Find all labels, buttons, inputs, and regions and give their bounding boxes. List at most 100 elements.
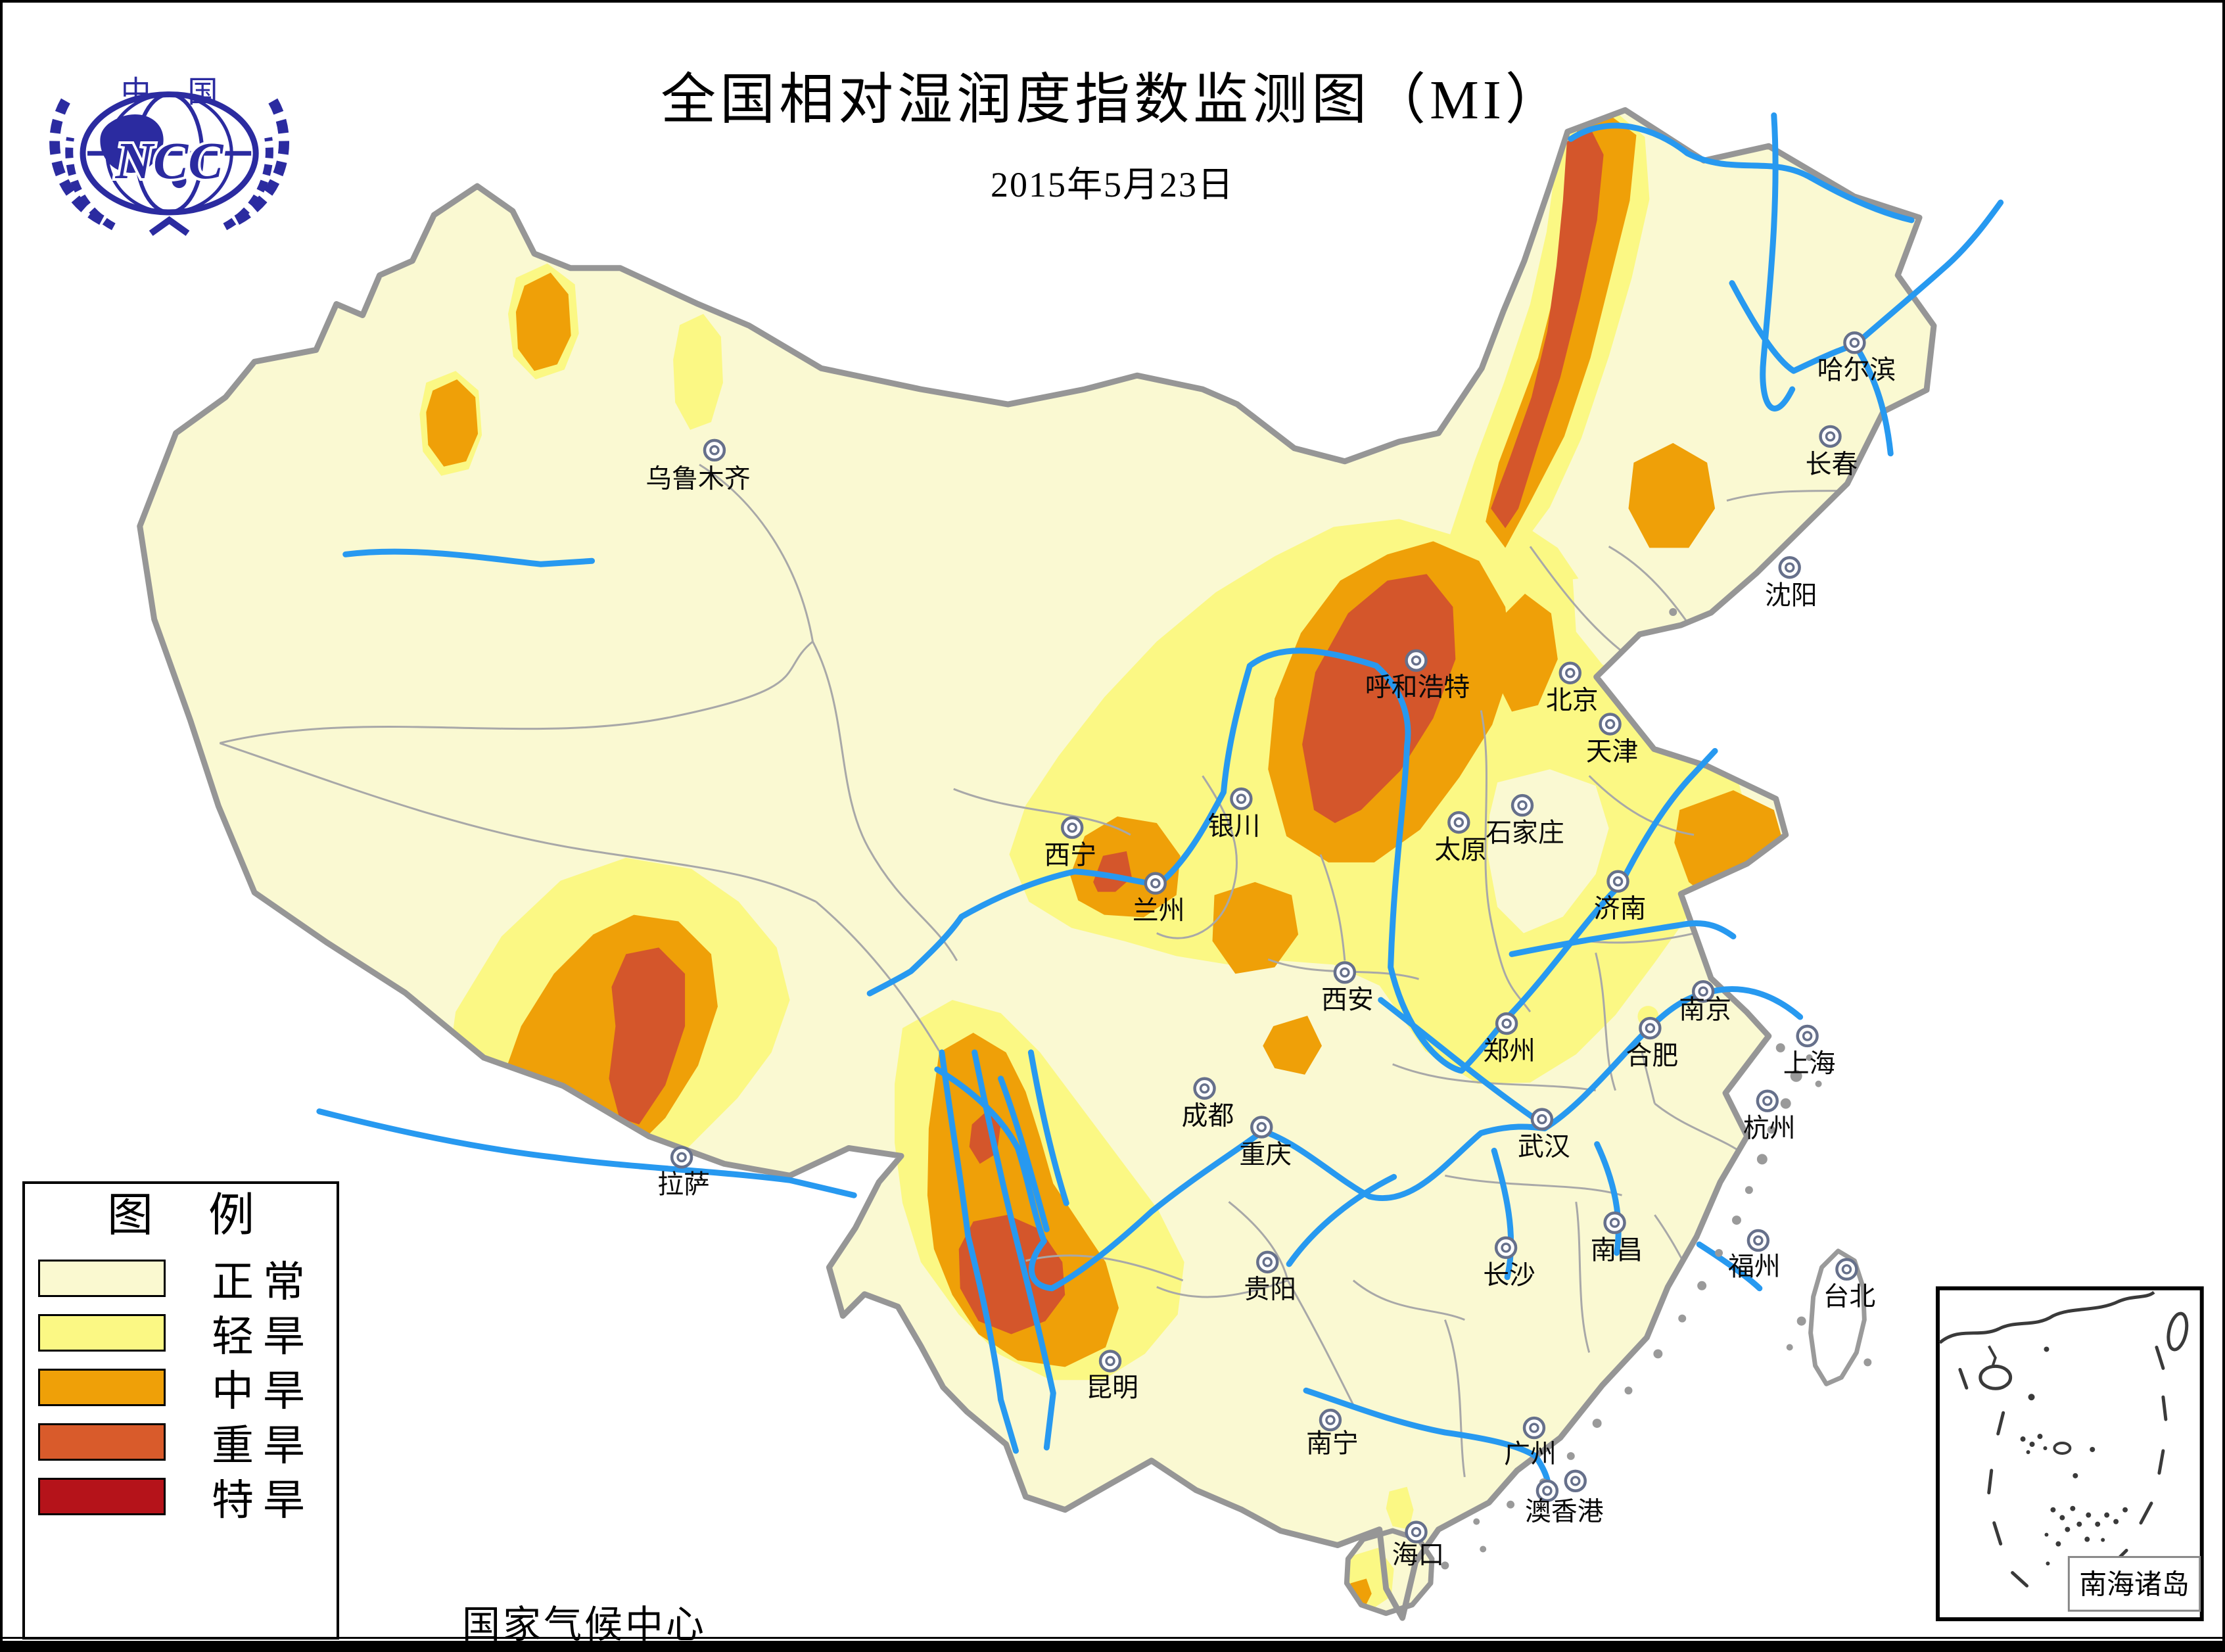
ncc-logo: 中 国 NCC — [49, 76, 290, 236]
city-长沙: 长沙 — [1483, 1236, 1535, 1290]
city-marker-ring — [1537, 1114, 1547, 1125]
legend-label-moderate-drought: 中旱 — [212, 1367, 314, 1415]
city-label-兰州: 兰州 — [1133, 896, 1185, 926]
inset-islands — [2020, 1346, 2128, 1566]
map-date: 2015年5月23日 — [991, 165, 1234, 204]
legend-swatch-moderate-drought — [38, 1369, 166, 1406]
city-label-南昌: 南昌 — [1591, 1235, 1643, 1265]
south-china-sea-inset: 南海诸岛 — [1935, 1286, 2204, 1622]
city-marker-ring — [1565, 668, 1576, 678]
city-marker-ring — [1256, 1121, 1267, 1133]
city-label-重庆: 重庆 — [1239, 1139, 1292, 1169]
city-澳香港: 澳香港 — [1525, 1469, 1604, 1526]
city-label-石家庄: 石家庄 — [1486, 818, 1564, 847]
severe-drought-patches — [504, 128, 1604, 1334]
city-南昌: 南昌 — [1591, 1211, 1643, 1265]
city-marker-ring — [1529, 1423, 1539, 1433]
city-石家庄: 石家庄 — [1486, 793, 1564, 847]
city-label-海口: 海口 — [1392, 1540, 1445, 1569]
city-天津: 天津 — [1586, 713, 1639, 766]
legend-row-extreme-drought: 特旱 — [25, 1469, 337, 1524]
city-label-长沙: 长沙 — [1483, 1260, 1535, 1290]
legend-label-normal: 正常 — [212, 1258, 314, 1306]
city-兰州: 兰州 — [1133, 872, 1185, 926]
city-海口: 海口 — [1392, 1521, 1445, 1569]
city-marker-ring — [1067, 822, 1077, 833]
city-label-西宁: 西宁 — [1044, 840, 1096, 870]
city-label-昆明: 昆明 — [1086, 1373, 1138, 1402]
city-marker-ring — [1645, 1023, 1656, 1033]
bottom-rule — [3, 1637, 2222, 1639]
city-marker-ring — [1501, 1242, 1511, 1253]
city-marker-ring — [1609, 1217, 1620, 1228]
city-label-澳香港: 澳香港 — [1525, 1497, 1604, 1526]
logo-acronym: NCC — [115, 132, 224, 190]
city-label-沈阳: 沈阳 — [1765, 580, 1817, 610]
city-marker-ring — [1150, 878, 1161, 889]
logo-country-right: 国 — [187, 76, 218, 109]
city-marker-ring — [1784, 562, 1795, 573]
city-哈尔滨: 哈尔滨 — [1817, 331, 1896, 385]
legend-label-light-drought: 轻旱 — [212, 1313, 314, 1360]
city-label-天津: 天津 — [1586, 736, 1639, 766]
legend-swatch-severe-drought — [38, 1423, 166, 1461]
city-marker-ring — [1411, 655, 1422, 666]
city-昆明: 昆明 — [1086, 1350, 1138, 1402]
city-济南: 济南 — [1594, 870, 1646, 924]
city-label-哈尔滨: 哈尔滨 — [1817, 355, 1896, 385]
coastal-islands — [1441, 608, 1872, 1570]
city-label-广州: 广州 — [1504, 1439, 1557, 1469]
legend-label-extreme-drought: 特旱 — [212, 1476, 314, 1524]
city-label-拉萨: 拉萨 — [657, 1169, 710, 1199]
city-label-杭州: 杭州 — [1743, 1113, 1796, 1143]
legend-swatch-normal — [38, 1260, 166, 1297]
city-label-长春: 长春 — [1806, 450, 1858, 479]
city-label-成都: 成都 — [1182, 1101, 1234, 1131]
city-marker-ring — [1325, 1415, 1336, 1425]
bottom-bar — [3, 1641, 2222, 1649]
city-广州: 广州 — [1504, 1416, 1557, 1469]
city-北京: 北京 — [1546, 661, 1599, 715]
city-marker-ring — [1501, 1018, 1512, 1029]
city-南京: 南京 — [1679, 980, 1731, 1024]
city-label-银川: 银川 — [1208, 811, 1261, 841]
city-label-武汉: 武汉 — [1518, 1131, 1570, 1161]
city-西安: 西安 — [1321, 961, 1374, 1014]
city-label-北京: 北京 — [1546, 686, 1599, 715]
city-太原: 太原 — [1434, 811, 1487, 864]
logo-country-left: 中 — [121, 76, 151, 109]
city-西宁: 西宁 — [1044, 816, 1096, 870]
legend-row-light-drought: 轻旱 — [25, 1306, 337, 1360]
page-title: 全国相对湿润度指数监测图（MI） — [661, 70, 1564, 131]
city-marker-ring — [1199, 1083, 1210, 1094]
city-台北: 台北 — [1823, 1258, 1876, 1311]
city-label-西安: 西安 — [1321, 985, 1374, 1014]
legend-row-moderate-drought: 中旱 — [25, 1360, 337, 1415]
inset-label: 南海诸岛 — [2079, 1570, 2189, 1600]
taiwan-island — [1808, 1248, 1867, 1386]
city-marker-ring — [1453, 817, 1464, 828]
legend-rows: 正常轻旱中旱重旱特旱 — [25, 1251, 337, 1524]
city-marker-ring — [1753, 1235, 1764, 1246]
city-marker-ring — [1841, 1264, 1852, 1275]
city-label-合肥: 合肥 — [1626, 1041, 1679, 1070]
city-marker-ring — [1411, 1526, 1422, 1538]
city-福州: 福州 — [1728, 1229, 1781, 1281]
legend-box: 图 例 正常 轻旱 中旱 重旱 特旱 — [22, 1181, 339, 1640]
city-marker-ring — [1825, 431, 1836, 442]
city-label-台北: 台北 — [1823, 1282, 1876, 1311]
legend-label-severe-drought: 重旱 — [212, 1422, 314, 1469]
legend-header-right: 例 — [208, 1191, 254, 1241]
city-marker-ring — [1802, 1031, 1813, 1041]
city-长春: 长春 — [1806, 425, 1858, 479]
city-marker-ring — [709, 445, 720, 456]
city-呼和浩特: 呼和浩特 — [1365, 649, 1470, 702]
city-上海: 上海 — [1783, 1024, 1836, 1078]
city-label-上海: 上海 — [1783, 1049, 1836, 1078]
city-label-福州: 福州 — [1728, 1252, 1781, 1281]
city-南宁: 南宁 — [1306, 1408, 1359, 1458]
city-marker-ring — [676, 1152, 687, 1163]
city-沈阳: 沈阳 — [1765, 556, 1817, 610]
